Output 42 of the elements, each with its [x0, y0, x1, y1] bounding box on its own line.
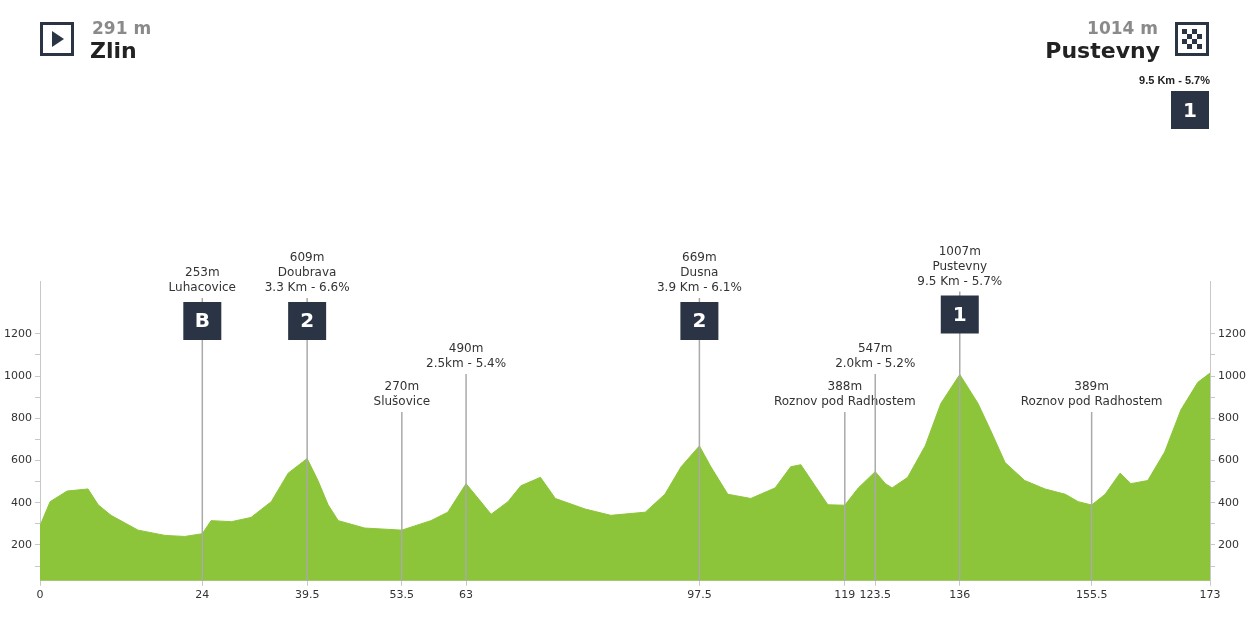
y2-tick-label: 1000	[1218, 368, 1246, 382]
text: Pustevny	[1045, 38, 1160, 63]
ref-line-label: 1007m Pustevny 9.5 Km - 5.7%	[917, 243, 1003, 288]
y2-tick-label: 400	[1218, 495, 1239, 509]
annotation: 2	[692, 308, 707, 333]
x-tick-label: 173	[1199, 588, 1221, 602]
ref-line-label: 253m Luhacovice	[168, 265, 237, 295]
x-tick-label: 53.5	[389, 588, 415, 602]
annotation: 1	[952, 301, 967, 326]
x-tick-label: 24	[195, 588, 210, 602]
y2-tick-label: 200	[1218, 537, 1239, 551]
ref-line-label: 388m Roznov pod Radhostem	[773, 379, 916, 409]
ref-line-label: 270m Slušovice	[373, 379, 431, 409]
text: 1	[1171, 91, 1209, 129]
x-tick-label: 0	[36, 588, 44, 602]
x-tick-label: 119	[834, 588, 856, 602]
x-tick-label: 63	[459, 588, 474, 602]
ref-line-label: 389m Roznov pod Radhostem	[1020, 379, 1163, 409]
text: Zlin	[90, 38, 137, 63]
text: 291 m	[92, 18, 152, 38]
y-tick-label: 600	[11, 453, 32, 467]
annotation: B	[194, 308, 210, 333]
x-tick-label: 39.5	[294, 588, 320, 602]
y-tick-label: 800	[11, 411, 32, 425]
y2-tick-label: 1200	[1218, 326, 1246, 340]
ref-line-label: 669m Dusna 3.9 Km - 6.1%	[656, 250, 742, 295]
ref-line-label: 547m 2.0km - 5.2%	[835, 341, 916, 371]
ref-line-label: 490m 2.5km - 5.4%	[425, 341, 507, 371]
y-tick-label: 400	[11, 495, 32, 509]
x-tick-label: 123.5	[859, 588, 891, 602]
y2-tick-label: 600	[1218, 453, 1239, 467]
x-tick-label: 136	[949, 588, 971, 602]
x-tick-label: 97.5	[687, 588, 712, 602]
ref-line-label: 609m Doubrava 3.3 Km - 6.6%	[264, 250, 350, 295]
y-tick-label: 1000	[4, 368, 32, 382]
text: 9.5 Km - 5.7%	[1139, 74, 1210, 86]
text: 1014 m	[1087, 18, 1158, 38]
x-tick-label: 155.5	[1075, 588, 1108, 602]
annotation: 2	[300, 308, 315, 333]
y-tick-label: 200	[11, 537, 32, 551]
y2-tick-label: 800	[1218, 411, 1239, 425]
y-tick-label: 1200	[4, 326, 32, 340]
